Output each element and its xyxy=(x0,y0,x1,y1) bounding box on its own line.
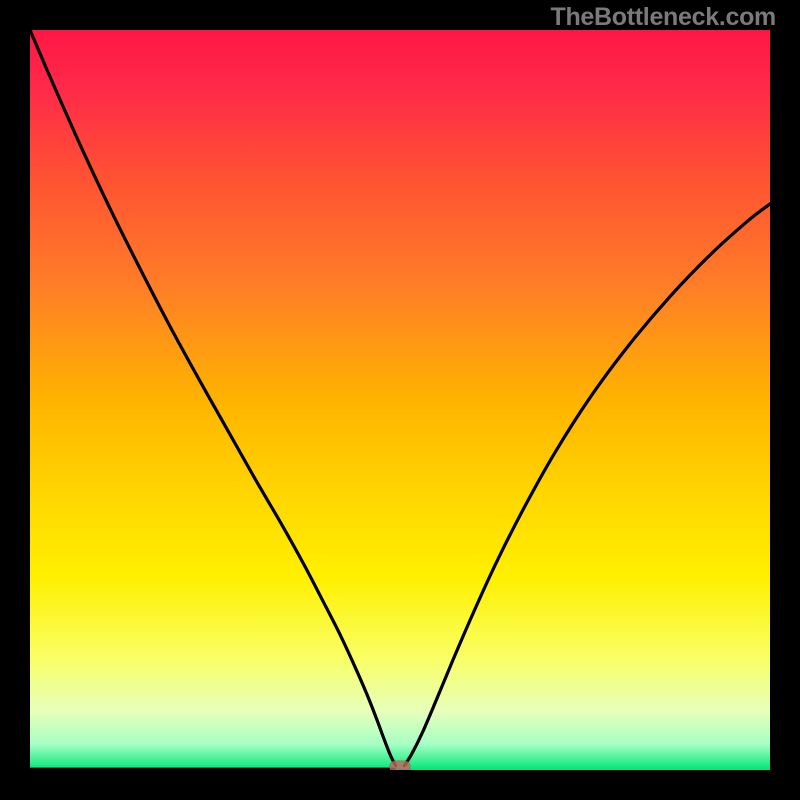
gradient-background xyxy=(30,30,770,770)
bottleneck-chart xyxy=(30,30,770,770)
watermark-text: TheBottleneck.com xyxy=(550,3,776,32)
optimum-marker xyxy=(390,761,411,770)
chart-frame: TheBottleneck.com xyxy=(0,0,800,800)
chart-svg xyxy=(30,30,770,770)
